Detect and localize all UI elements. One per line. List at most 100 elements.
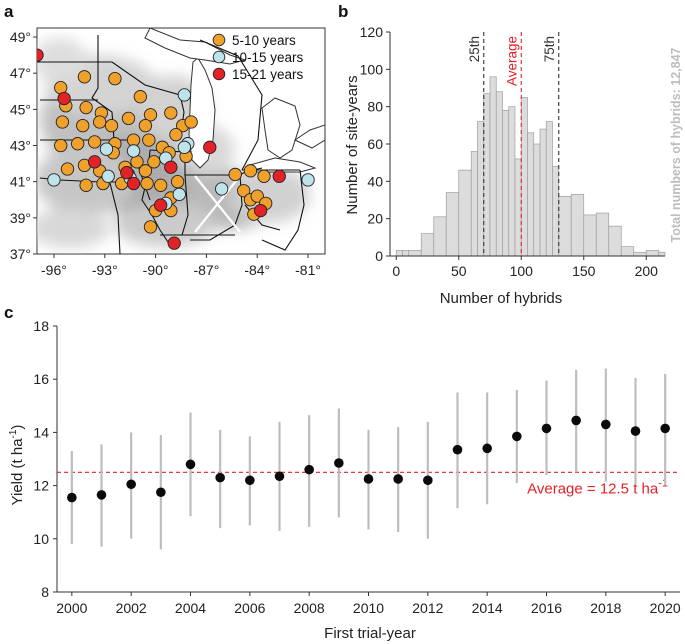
site-points [37, 48, 315, 250]
panel-a-letter: a [4, 2, 14, 21]
total-hybrids-annotation: Total numbers of hybrids: 12,847 [669, 47, 683, 242]
site-point-lightblue-8 [177, 140, 192, 154]
histogram-vline-label-2: 75th [542, 36, 557, 62]
yield-point-2009 [334, 458, 344, 468]
yield-point-2002 [126, 479, 136, 490]
histogram-bar-28 [645, 250, 660, 257]
map-x-tick-label-1: -93° [92, 262, 118, 278]
histogram-reference-lines: 25th Average 75th [467, 32, 560, 256]
yield-y-title-sup: -1 [8, 429, 19, 438]
histogram-vline-label-1: Average [504, 36, 519, 86]
site-point-orange-16 [54, 138, 68, 153]
panel-a-map: a [4, 2, 326, 278]
site-point-orange-39 [140, 176, 154, 191]
site-point-orange-51 [250, 189, 264, 203]
site-point-orange-40 [154, 178, 168, 192]
histogram-y-tick-label-4: 80 [367, 99, 383, 115]
map-y-tick-label-4: 45° [10, 101, 31, 117]
yield-x-tick-label-1: 2002 [116, 600, 147, 616]
site-point-lightblue-6 [101, 169, 115, 183]
histogram-bar-2 [408, 250, 422, 257]
histogram-bars [395, 76, 666, 257]
map-y-tick-label-2: 41° [10, 174, 31, 190]
yield-point-2019 [630, 426, 641, 436]
yield-point-2006 [245, 475, 255, 486]
yield-point-2016 [541, 423, 552, 434]
histogram-bar-13 [508, 106, 516, 257]
yield-point-2007 [274, 471, 285, 482]
yield-point-2011 [393, 474, 403, 484]
site-point-orange-49 [237, 184, 251, 198]
histogram-bar-22 [570, 194, 585, 257]
map-x-tick-label-3: -87° [193, 262, 219, 278]
site-point-lightblue-10 [172, 187, 186, 201]
histogram-bar-17 [533, 143, 541, 257]
histogram-bar-11 [495, 91, 503, 257]
histogram-x-tick-label-4: 200 [635, 263, 659, 279]
site-point-red-8 [167, 236, 181, 250]
histogram-bar-25 [608, 225, 622, 257]
histogram-bar-6 [458, 169, 472, 257]
yield-x-tick-label-4: 2008 [294, 600, 325, 616]
yield-point-2000 [67, 492, 77, 503]
site-point-red-5 [164, 160, 178, 174]
site-point-orange-25 [60, 162, 75, 176]
histogram-bar-5 [445, 192, 460, 257]
site-point-orange-31 [138, 164, 153, 178]
map-y-tick-label-0: 37° [10, 246, 31, 262]
histogram-x-tick-label-0: 0 [392, 263, 400, 279]
site-point-lightblue-2 [126, 144, 141, 158]
site-point-orange-9 [76, 118, 90, 133]
histogram-bar-23 [583, 214, 597, 257]
map-x-tick-label-4: -84° [244, 262, 270, 278]
histogram-y-tick-label-6: 120 [360, 24, 384, 40]
map-x-tick-label-5: -81° [295, 262, 321, 278]
yield-point-2015 [512, 431, 522, 442]
histogram-bar-16 [527, 132, 535, 257]
yield-point-2001 [96, 490, 107, 500]
yield-x-title: First trial-year [324, 625, 416, 642]
site-point-red-6 [203, 140, 217, 154]
map-y-tick-label-1: 39° [10, 210, 31, 226]
histogram-x-tick-label-3: 150 [572, 263, 596, 279]
yield-x-tick-label-6: 2012 [412, 600, 443, 616]
yield-x-tick-label-2: 2004 [175, 600, 206, 616]
map-x-tick-label-0: -96° [41, 262, 67, 278]
site-point-orange-2 [108, 71, 122, 86]
site-point-orange-46 [228, 167, 242, 182]
yield-point-2018 [601, 419, 611, 430]
histogram-bar-3 [420, 233, 435, 257]
site-point-red-1 [57, 91, 71, 106]
site-point-orange-12 [121, 111, 136, 126]
legend-marker-orange [212, 33, 226, 47]
site-point-red-10 [272, 169, 286, 183]
histogram-vline-label-0: 25th [467, 36, 482, 62]
histogram-y-tick-label-5: 100 [360, 61, 384, 77]
yield-point-2010 [363, 474, 374, 484]
histogram-bar-0 [395, 250, 403, 257]
histogram-bar-15 [520, 96, 528, 257]
yield-point-2012 [423, 475, 433, 486]
panel-b-histogram: b 25th Average 75th 0 50 100 150 200 0 20 40 60 80 1… [338, 2, 683, 307]
site-point-red-2 [87, 155, 102, 169]
histogram-x-tick-label-2: 100 [510, 263, 534, 279]
panel-c-letter: c [4, 303, 13, 322]
yield-average-label-sup: -1 [658, 477, 668, 489]
yield-points [67, 368, 670, 550]
yield-y-tick-label-4: 16 [33, 371, 49, 387]
site-point-orange-18 [87, 135, 102, 149]
yield-average-label-main: Average = 12.5 t ha [527, 480, 659, 497]
yield-y-tick-label-0: 8 [41, 584, 49, 600]
legend-marker-red [212, 67, 226, 81]
histogram-bar-8 [477, 121, 485, 257]
yield-point-2008 [304, 464, 314, 475]
yield-axes: 2000 2002 2004 2006 2008 2010 2012 2014 2016 2018… [33, 318, 681, 616]
legend-label-10-15: 10-15 years [232, 50, 304, 65]
site-point-orange-45 [143, 220, 158, 234]
site-point-orange-14 [164, 106, 178, 120]
histogram-y-tick-label-3: 60 [367, 136, 383, 152]
histogram-bar-20 [552, 166, 560, 257]
site-point-lightblue-0 [177, 88, 192, 102]
map-y-tick-label-3: 43° [10, 138, 31, 154]
